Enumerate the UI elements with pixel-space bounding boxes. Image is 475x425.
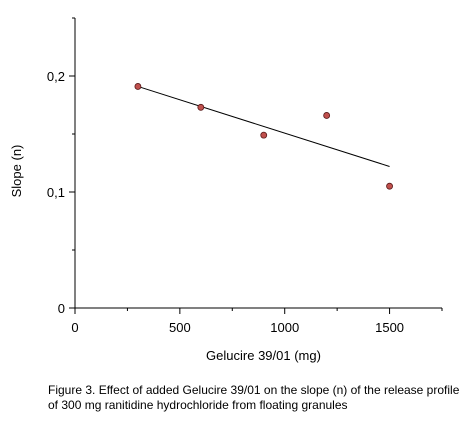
trendline-group: [137, 85, 390, 167]
x-axis-title: Gelucire 39/01 (mg): [206, 348, 321, 363]
x-tick-label: 1000: [270, 320, 299, 335]
data-points: [134, 83, 393, 190]
y-tick-label: 0,1: [47, 185, 65, 200]
y-axis-title: Slope (n): [9, 145, 24, 198]
data-point: [134, 83, 142, 90]
y-tick-label: 0: [58, 301, 65, 316]
trendline: [137, 85, 390, 167]
data-point: [323, 112, 331, 119]
figure-caption: Figure 3. Effect of added Gelucire 39/01…: [48, 383, 460, 412]
x-tick-label: 500: [169, 320, 191, 335]
data-point: [386, 182, 393, 190]
x-tick-label: 1500: [375, 320, 404, 335]
axes: [74, 18, 442, 309]
x-ticks: 0 500 1000 1500: [71, 308, 443, 335]
data-point: [260, 131, 268, 139]
y-tick-label: 0,2: [47, 69, 65, 84]
scatter-chart: 0 500 1000 1500 0 0,1 0,2 Gelucire 39/01 (mg)…: [9, 17, 443, 363]
x-tick-label: 0: [71, 320, 78, 335]
data-point: [197, 103, 205, 111]
y-ticks: 0 0,1 0,2: [47, 17, 75, 316]
